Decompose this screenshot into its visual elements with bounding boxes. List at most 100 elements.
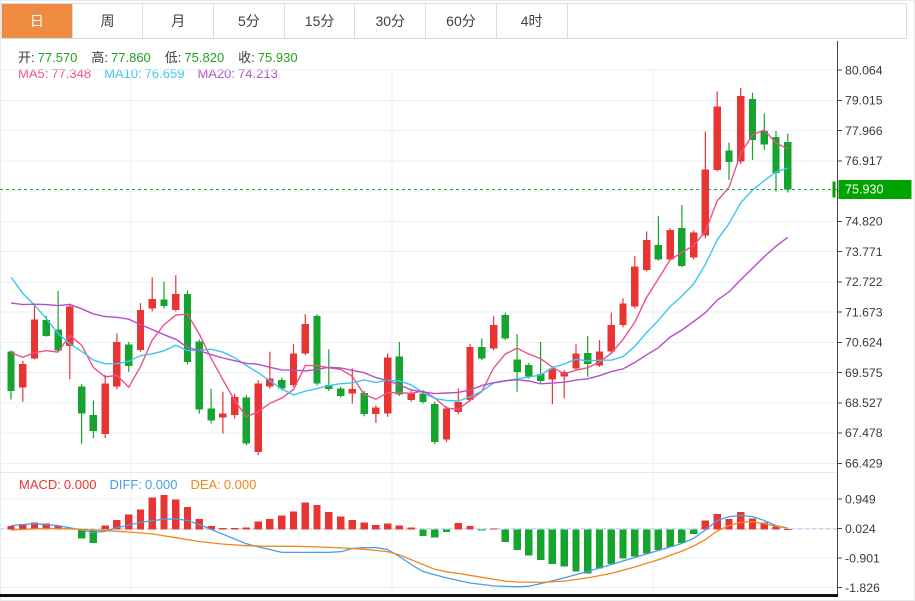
current-price-tag [838,179,912,199]
axis-tick-label: -0.901 [845,551,880,565]
candle-body [466,346,474,401]
axis-tick-label: 70.624 [845,336,883,350]
macd-bar [148,497,156,530]
axis-tick-label: -1.826 [845,581,880,595]
tab-week[interactable]: 周 [73,4,144,38]
diff-line [10,514,788,588]
candle-body [419,393,427,402]
dea-label: DEA: [190,477,221,492]
candle-body [701,169,710,236]
candle-body [501,315,509,339]
macd-row: MACD: 0.000 DIFF: 0.000 DEA: 0.000 [19,477,256,492]
tab-hour4[interactable]: 4时 [497,4,568,38]
macd-bar [136,509,145,530]
ohlc-high: 高: 77.860 [91,47,150,66]
ohlc-close: 收: 75.930 [238,47,297,66]
tab-min60[interactable]: 60分 [426,4,497,38]
grid-layer [0,69,837,594]
candle-body [631,266,639,307]
candle-body [30,319,39,359]
macd-bar [242,527,251,530]
candle-body [183,294,192,362]
candle-body [195,341,203,410]
macd-bar [89,529,98,543]
tab-min30[interactable]: 30分 [355,4,427,38]
candle-body [678,228,686,266]
tab-day[interactable]: 日 [2,4,73,38]
ohlc-row: 开: 77.570 高: 77.860 低: 75.820 收: 75.930 [18,47,298,66]
candle-body [454,401,462,412]
macd-bar [325,511,333,530]
candle-body [278,380,286,389]
candle-body [536,374,545,381]
candle-body [125,344,133,367]
dea-value: 0.000 [223,477,257,492]
macd-bar [301,502,309,530]
ma10-line [10,167,789,402]
candle-body [148,299,156,309]
candle-body [266,378,274,387]
macd-bar [631,529,639,557]
tab-min15[interactable]: 15分 [285,4,356,38]
candle-body [77,386,86,414]
candle-body [737,96,745,162]
macd-bar [360,522,368,530]
axis-tick-label: 68.527 [845,396,883,410]
candle-body [254,383,262,452]
macd-bar [207,526,215,530]
axis-tick-label: 0.949 [845,492,876,506]
candle-body [89,415,98,431]
macd-bar [678,529,686,543]
macd-bar [101,525,109,530]
macd-bar [113,519,121,530]
macd-bar [289,511,298,530]
candle-body [713,106,721,170]
macd-bar [172,499,180,530]
candle-body [619,303,627,326]
axis-tick-label: 0.024 [845,522,876,536]
candle-body [642,240,651,270]
period-tabbar: 日周月 5分 15分 30分 60分 4时 [1,3,907,39]
macd-bar [125,514,133,530]
macd-bar [501,529,509,543]
ma20-line [10,236,789,395]
candles-layer [7,87,792,456]
tab-month[interactable]: 月 [143,4,215,38]
candle-body [595,351,604,366]
candle-body [54,329,62,351]
axis-tick-label: 80.064 [845,63,883,77]
candle-body [242,397,251,444]
macd-bar [77,529,86,539]
candle-body [313,315,321,384]
diff-value: 0.000 [144,477,178,492]
macd-bar [525,529,533,556]
macd-bar [584,529,592,574]
macd-bar [42,523,50,530]
axis-tick-label: 66.429 [845,457,883,471]
axis-tick-label: 76.917 [845,154,883,168]
macd-bar [160,494,168,530]
axis-tick-label: 71.673 [845,305,883,319]
candle-body [383,357,392,414]
macd-bar [230,527,239,530]
candle-body [442,408,451,440]
candle-body [360,392,368,415]
kline-chart[interactable]: 80.064 79.015 77.966 76.917 74.820 73.771 72.7… [0,39,915,601]
tab-min5[interactable]: 5分 [214,4,285,38]
candle-body [548,368,557,380]
candle-body [572,353,580,369]
ohlc-low: 低: 75.820 [165,47,224,66]
candle-body [19,364,27,388]
macd-bar [442,529,451,532]
macd-bar [607,529,615,564]
candle-body [725,150,733,163]
high-value: 77.860 [111,50,151,65]
low-value: 75.820 [184,50,225,65]
macd-bar [454,523,462,530]
macd-bar [278,515,286,530]
candle-body [336,388,345,397]
low-label: 低: [164,50,182,65]
macd-bar [654,529,662,551]
macd-bar [737,511,745,530]
macd-bar [666,529,674,547]
